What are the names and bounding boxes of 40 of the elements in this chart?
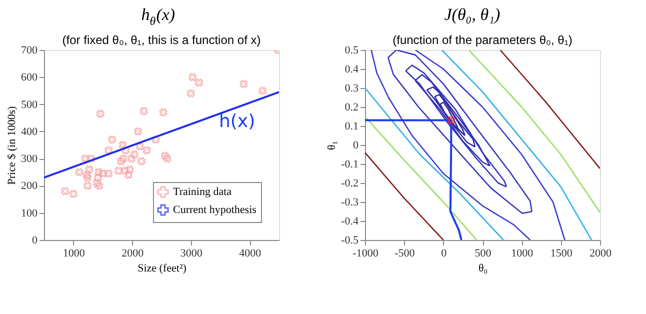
y-tick-label: -0.3 — [341, 196, 359, 208]
y-tick-label: 0.2 — [344, 102, 358, 114]
y-tick-label: 400 — [21, 126, 38, 138]
y-tick-label: 500 — [21, 98, 38, 111]
x-axis-title: Size (feet²) — [138, 262, 187, 274]
chart-subtitle: (for fixed θ₀, θ₁, this is a function of x) — [62, 33, 261, 47]
x-tick-label: 1500 — [550, 248, 573, 260]
x-tick-label: 1000 — [511, 248, 534, 260]
y-tick-label: 700 — [21, 44, 38, 56]
y-tick-label: -0.2 — [341, 178, 358, 190]
y-tick-label: 300 — [21, 153, 38, 166]
y-tick-label: 0.1 — [344, 120, 358, 132]
y-tick-label: 0 — [353, 140, 359, 152]
y-tick-label: -0.4 — [341, 216, 359, 228]
chart-subtitle: (function of the parameters θ₀, θ₁) — [392, 33, 572, 47]
y-tick-label: 0.4 — [344, 64, 359, 76]
y-tick-label: 0.3 — [344, 82, 359, 94]
x-tick-label: -500 — [394, 248, 416, 260]
x-tick-label: 2000 — [122, 248, 144, 260]
y-tick-label: 100 — [21, 207, 38, 220]
y-tick-label: 0 — [32, 234, 38, 246]
y-tick-label: 200 — [21, 180, 38, 192]
y-tick-label: 0.5 — [344, 44, 359, 56]
y-tick-label: -0.5 — [341, 234, 359, 246]
x-tick-label: -1000 — [352, 248, 379, 260]
x-tick-label: 0 — [441, 248, 448, 260]
y-tick-label: 600 — [21, 72, 38, 84]
x-tick-label: 3000 — [180, 248, 203, 260]
x-axis-title: θ₀ — [478, 262, 488, 274]
legend-label: Training data — [173, 186, 232, 198]
x-tick-label: 500 — [474, 248, 492, 260]
chart-title: J(θ₀, θ₁) — [444, 5, 500, 24]
x-tick-label: 4000 — [239, 248, 262, 260]
y-axis-title: Price $ (in 1000s) — [6, 106, 18, 185]
x-tick-label: 2000 — [590, 248, 612, 260]
y-tick-label: -0.1 — [341, 158, 358, 170]
y-axis-title: θ₁ — [326, 140, 338, 150]
annotation: h(x) — [219, 111, 256, 132]
legend-label: Current hypothesis — [173, 204, 256, 216]
x-tick-label: 1000 — [62, 248, 86, 260]
